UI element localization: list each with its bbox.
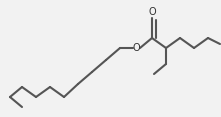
Text: O: O [148,7,156,17]
Text: O: O [132,43,140,53]
